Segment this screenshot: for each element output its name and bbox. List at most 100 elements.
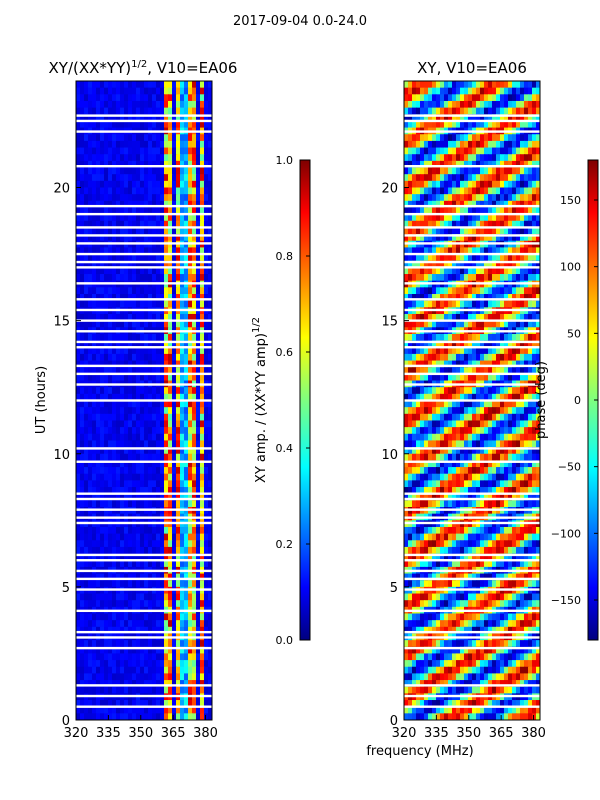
heatmap-cell <box>532 294 537 302</box>
heatmap-cell <box>144 260 149 268</box>
heatmap-cell <box>188 220 193 229</box>
heatmap-cell <box>508 81 513 89</box>
heatmap-cell <box>148 500 153 508</box>
heatmap-cell <box>144 480 149 488</box>
heatmap-cell <box>116 294 121 302</box>
heatmap-cell <box>184 560 189 568</box>
heatmap-cell <box>76 640 81 648</box>
heatmap-cell <box>128 473 133 481</box>
heatmap-cell <box>164 333 169 342</box>
heatmap-cell <box>148 227 153 235</box>
heatmap-cell <box>144 120 149 129</box>
heatmap-cell <box>204 540 209 548</box>
heatmap-cell <box>96 387 101 395</box>
heatmap-cell <box>528 154 533 162</box>
heatmap-cell <box>180 700 185 708</box>
heatmap-cell <box>440 294 445 302</box>
heatmap-cell <box>92 160 97 169</box>
heatmap-cell <box>420 140 425 149</box>
heatmap-cell <box>440 247 445 255</box>
heatmap-cell <box>116 313 121 322</box>
heatmap-cell <box>172 646 177 655</box>
heatmap-cell <box>456 114 461 122</box>
heatmap-cell <box>508 294 513 302</box>
heatmap-cell <box>168 553 173 561</box>
heatmap-cell <box>160 373 165 382</box>
heatmap-cell <box>128 393 133 402</box>
data-gap <box>76 260 212 264</box>
heatmap-cell <box>484 247 489 255</box>
heatmap-cell <box>116 580 121 588</box>
heatmap-cell <box>536 294 540 302</box>
heatmap-cell <box>524 114 529 122</box>
heatmap-cell <box>148 187 153 195</box>
heatmap-cell <box>144 247 149 255</box>
heatmap-cell <box>100 247 105 255</box>
heatmap-cell <box>112 420 117 428</box>
heatmap-cell <box>516 114 521 122</box>
heatmap-cell <box>128 267 133 275</box>
heatmap-cell <box>456 160 461 169</box>
heatmap-cell <box>204 114 209 122</box>
heatmap-cell <box>112 407 117 415</box>
heatmap-cell <box>172 573 177 581</box>
heatmap-cell <box>504 320 509 328</box>
heatmap-cell <box>76 234 81 242</box>
heatmap-cell <box>124 433 129 442</box>
heatmap-cell <box>196 660 201 668</box>
heatmap-cell <box>84 154 89 162</box>
heatmap-cell <box>536 214 540 222</box>
heatmap-cell <box>152 553 157 561</box>
heatmap-cell <box>536 320 540 328</box>
heatmap-cell <box>184 493 189 501</box>
heatmap-cell <box>468 214 473 222</box>
heatmap-cell <box>480 373 485 382</box>
heatmap-cell <box>204 160 209 169</box>
heatmap-cell <box>144 227 149 235</box>
heatmap-cell <box>524 340 529 348</box>
heatmap-cell <box>516 147 521 155</box>
heatmap-cell <box>196 220 201 229</box>
heatmap-cell <box>168 367 173 375</box>
heatmap-cell <box>92 493 97 501</box>
heatmap-cell <box>472 87 477 95</box>
heatmap-cell <box>152 660 157 668</box>
heatmap-cell <box>464 367 469 375</box>
heatmap-cell <box>204 87 209 95</box>
heatmap-cell <box>120 700 125 708</box>
heatmap-cell <box>196 413 201 422</box>
heatmap-cell <box>424 393 429 402</box>
heatmap-cell <box>156 427 161 435</box>
heatmap-cell <box>512 234 517 242</box>
heatmap-cell <box>148 120 153 129</box>
heatmap-cell <box>528 180 533 189</box>
heatmap-cell <box>448 87 453 95</box>
heatmap-cell <box>124 400 129 408</box>
heatmap-cell <box>132 620 137 628</box>
heatmap-cell <box>472 247 477 255</box>
heatmap-cell <box>516 180 521 189</box>
heatmap-cell <box>124 147 129 155</box>
heatmap-cell <box>412 360 417 368</box>
heatmap-cell <box>488 174 493 182</box>
heatmap-cell <box>120 154 125 162</box>
heatmap-cell <box>208 267 212 275</box>
heatmap-cell <box>120 234 125 242</box>
heatmap-cell <box>108 447 113 455</box>
heatmap-cell <box>160 447 165 455</box>
heatmap-cell <box>440 274 445 282</box>
heatmap-cell <box>188 134 193 142</box>
heatmap-cell <box>152 100 157 109</box>
heatmap-cell <box>200 340 205 348</box>
heatmap-cell <box>100 593 105 601</box>
heatmap-cell <box>192 573 197 581</box>
heatmap-cell <box>80 267 85 275</box>
heatmap-cell <box>156 420 161 428</box>
heatmap-cell <box>152 367 157 375</box>
heatmap-cell <box>88 680 93 688</box>
heatmap-cell <box>176 620 181 628</box>
heatmap-cell <box>208 200 212 209</box>
heatmap-cell <box>132 480 137 488</box>
heatmap-cell <box>124 626 129 635</box>
heatmap-cell <box>104 207 109 215</box>
